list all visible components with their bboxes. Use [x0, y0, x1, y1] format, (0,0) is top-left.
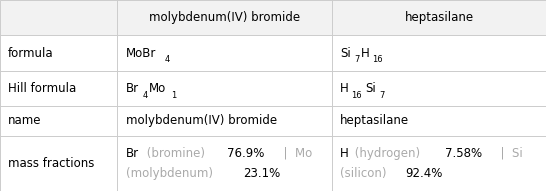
Text: H: H: [361, 46, 370, 60]
Text: (molybdenum): (molybdenum): [126, 167, 216, 180]
Text: 16: 16: [372, 55, 383, 64]
Text: name: name: [8, 114, 41, 127]
Text: 4: 4: [165, 55, 170, 64]
Text: (hydrogen): (hydrogen): [352, 147, 424, 160]
Text: 7: 7: [379, 91, 384, 100]
Text: Mo: Mo: [149, 82, 167, 95]
Text: 7: 7: [354, 55, 359, 64]
Text: 92.4%: 92.4%: [405, 167, 442, 180]
Text: Hill formula: Hill formula: [8, 82, 76, 95]
Text: Br: Br: [126, 147, 139, 160]
Text: formula: formula: [8, 46, 54, 60]
Text: molybdenum(IV) bromide: molybdenum(IV) bromide: [126, 114, 277, 127]
Text: 23.1%: 23.1%: [242, 167, 280, 180]
Text: Si: Si: [340, 46, 351, 60]
Bar: [0, 0, 546, 35]
Text: |  Si: | Si: [494, 147, 523, 160]
Text: 76.9%: 76.9%: [227, 147, 265, 160]
Text: molybdenum(IV) bromide: molybdenum(IV) bromide: [149, 11, 300, 24]
Text: MoBr: MoBr: [126, 46, 156, 60]
Text: 4: 4: [143, 91, 148, 100]
Text: H: H: [340, 147, 349, 160]
Text: heptasilane: heptasilane: [340, 114, 410, 127]
Text: H: H: [340, 82, 349, 95]
Text: Br: Br: [126, 82, 139, 95]
Text: |  Mo: | Mo: [276, 147, 312, 160]
Text: mass fractions: mass fractions: [8, 157, 94, 170]
Text: Si: Si: [365, 82, 376, 95]
Text: 7.58%: 7.58%: [446, 147, 483, 160]
Text: 16: 16: [352, 91, 362, 100]
Text: heptasilane: heptasilane: [405, 11, 473, 24]
Text: 1: 1: [171, 91, 177, 100]
Text: (bromine): (bromine): [143, 147, 208, 160]
Text: (silicon): (silicon): [340, 167, 390, 180]
